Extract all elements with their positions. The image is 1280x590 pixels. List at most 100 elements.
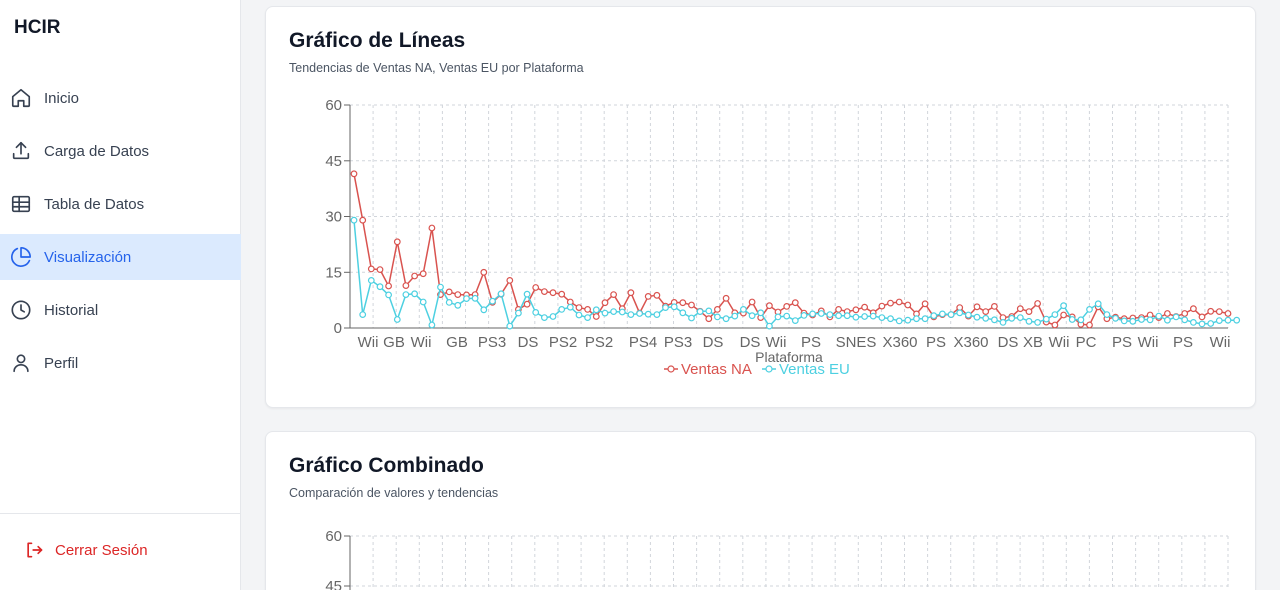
data-point [869, 312, 877, 320]
data-point [1190, 319, 1197, 326]
x-tick-label: GB [383, 334, 405, 351]
sidebar-divider [0, 513, 241, 514]
data-point [783, 303, 791, 310]
data-point [1016, 314, 1024, 322]
sidebar-item-visualizacion[interactable]: Visualización [0, 234, 241, 280]
sidebar-item-label: Tabla de Datos [44, 195, 145, 213]
sidebar-item-perfil[interactable]: Perfil [0, 340, 241, 386]
logout-label: Cerrar Sesión [55, 541, 148, 559]
data-point [523, 290, 531, 298]
data-point [999, 319, 1007, 326]
data-point [748, 312, 756, 320]
data-point [921, 315, 929, 323]
data-point [705, 307, 713, 315]
data-point [601, 299, 609, 307]
data-point [1051, 321, 1059, 329]
data-point [489, 297, 496, 305]
x-tick-label: Wii [766, 334, 787, 351]
data-point [852, 306, 860, 314]
x-tick-label: Wii [1138, 334, 1159, 351]
data-point [1138, 316, 1145, 323]
data-point [766, 322, 773, 330]
data-point [1086, 321, 1093, 329]
data-point [835, 306, 842, 313]
legend-item-ventas-eu-swatch-marker [765, 365, 773, 373]
data-point [618, 308, 626, 316]
data-point [480, 306, 488, 314]
sidebar-item-label: Carga de Datos [44, 142, 150, 160]
data-point [359, 216, 367, 224]
sidebar-item-carga-de-datos[interactable]: Carga de Datos [0, 128, 241, 174]
upload-icon [10, 140, 32, 162]
card-title: Gráfico Combinado [289, 454, 484, 477]
data-point [419, 298, 427, 306]
data-point [921, 300, 929, 308]
data-point [679, 299, 687, 307]
x-tick-label: X360 [953, 334, 988, 351]
data-point [817, 310, 825, 317]
data-point [904, 316, 912, 324]
data-point [774, 313, 782, 321]
data-point [592, 313, 600, 320]
sidebar-item-label: Historial [44, 301, 99, 319]
data-point [1094, 300, 1102, 308]
data-point [1233, 316, 1241, 324]
data-point [1060, 302, 1067, 310]
data-point [428, 321, 436, 329]
logout-button[interactable]: Cerrar Sesión [24, 540, 148, 560]
data-point [1077, 316, 1085, 324]
data-point [376, 266, 384, 274]
data-point [480, 268, 488, 276]
data-point [393, 238, 401, 246]
data-point [411, 272, 419, 280]
user-icon [10, 352, 32, 374]
data-point [913, 315, 920, 323]
legend-item-ventas-eu-label: Ventas EU [779, 361, 850, 378]
table-icon [10, 193, 32, 215]
data-point [1198, 313, 1206, 321]
sidebar-item-historial[interactable]: Historial [0, 287, 241, 333]
data-point [688, 301, 695, 309]
x-tick-label: PS [1173, 334, 1193, 351]
x-tick-label: PS2 [549, 334, 577, 351]
data-point [1172, 313, 1180, 321]
card-subtitle: Tendencias de Ventas NA, Ventas EU por P… [289, 61, 584, 75]
sidebar-item-inicio[interactable]: Inicio [0, 75, 241, 121]
data-point [688, 314, 695, 322]
sidebar-item-label: Perfil [44, 354, 79, 372]
y-tick-label: 60 [325, 528, 342, 545]
data-point [584, 314, 592, 322]
data-point [627, 311, 635, 319]
x-tick-label: DS [703, 334, 724, 351]
data-point [982, 308, 990, 316]
data-point [991, 316, 998, 324]
data-point [1034, 319, 1041, 326]
data-point [731, 312, 739, 320]
data-point [705, 315, 713, 323]
data-point [1120, 317, 1128, 325]
x-tick-label: Wii [1210, 334, 1231, 351]
data-point [376, 283, 384, 291]
x-tick-label: Wii [411, 334, 432, 351]
app-title: HCIR [14, 17, 61, 38]
data-point [740, 306, 747, 313]
data-point [748, 298, 756, 306]
data-point [1086, 306, 1093, 313]
data-point [852, 313, 860, 321]
x-tick-label: DS [740, 334, 761, 351]
data-point [1129, 317, 1137, 325]
data-point [1051, 311, 1059, 319]
data-point [402, 282, 410, 290]
x-tick-label: PS2 [585, 334, 613, 351]
y-tick-label: 30 [325, 209, 342, 226]
data-point [636, 310, 644, 317]
data-point [367, 277, 375, 284]
sidebar-item-label: Visualización [44, 248, 132, 266]
data-point [1025, 317, 1033, 325]
x-tick-label: PS3 [664, 334, 692, 351]
data-point [411, 290, 419, 298]
data-point [428, 224, 436, 232]
sidebar-item-tabla-de-datos[interactable]: Tabla de Datos [0, 181, 241, 227]
legend-item-ventas-na-label: Ventas NA [681, 361, 752, 378]
data-point [454, 301, 462, 309]
